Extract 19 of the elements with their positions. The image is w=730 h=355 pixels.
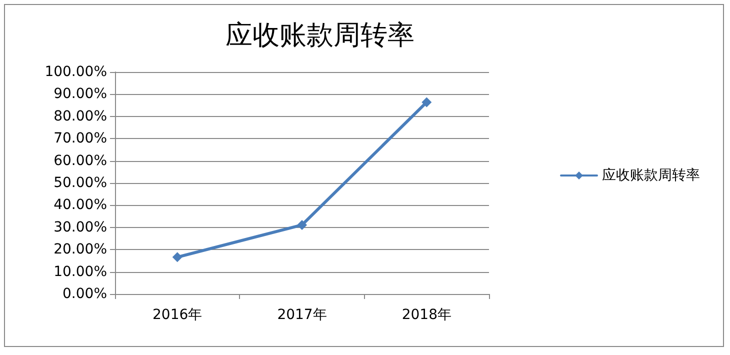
x-tick-label: 2016年 <box>152 307 202 323</box>
y-tick-label: 50.00% <box>54 175 107 191</box>
x-tick-label: 2017年 <box>277 307 327 323</box>
y-tick-label: 100.00% <box>44 64 107 80</box>
legend-label: 应收账款周转率 <box>602 168 700 184</box>
y-tick-label: 10.00% <box>54 264 107 280</box>
y-tick-label: 40.00% <box>54 197 107 214</box>
y-tick-label: 60.00% <box>54 152 107 169</box>
y-tick-label: 20.00% <box>54 242 107 258</box>
y-tick-label: 80.00% <box>54 108 107 124</box>
y-tick-label: 90.00% <box>54 86 107 102</box>
x-tick-label: 2018年 <box>402 307 452 323</box>
y-tick-label: 0.00% <box>62 286 107 302</box>
chart-title: 应收账款周转率 <box>226 20 414 51</box>
y-tick-label: 30.00% <box>54 219 107 236</box>
point <box>297 220 307 230</box>
point <box>172 252 182 262</box>
y-tick-label: 70.00% <box>54 130 107 147</box>
point <box>422 97 432 108</box>
